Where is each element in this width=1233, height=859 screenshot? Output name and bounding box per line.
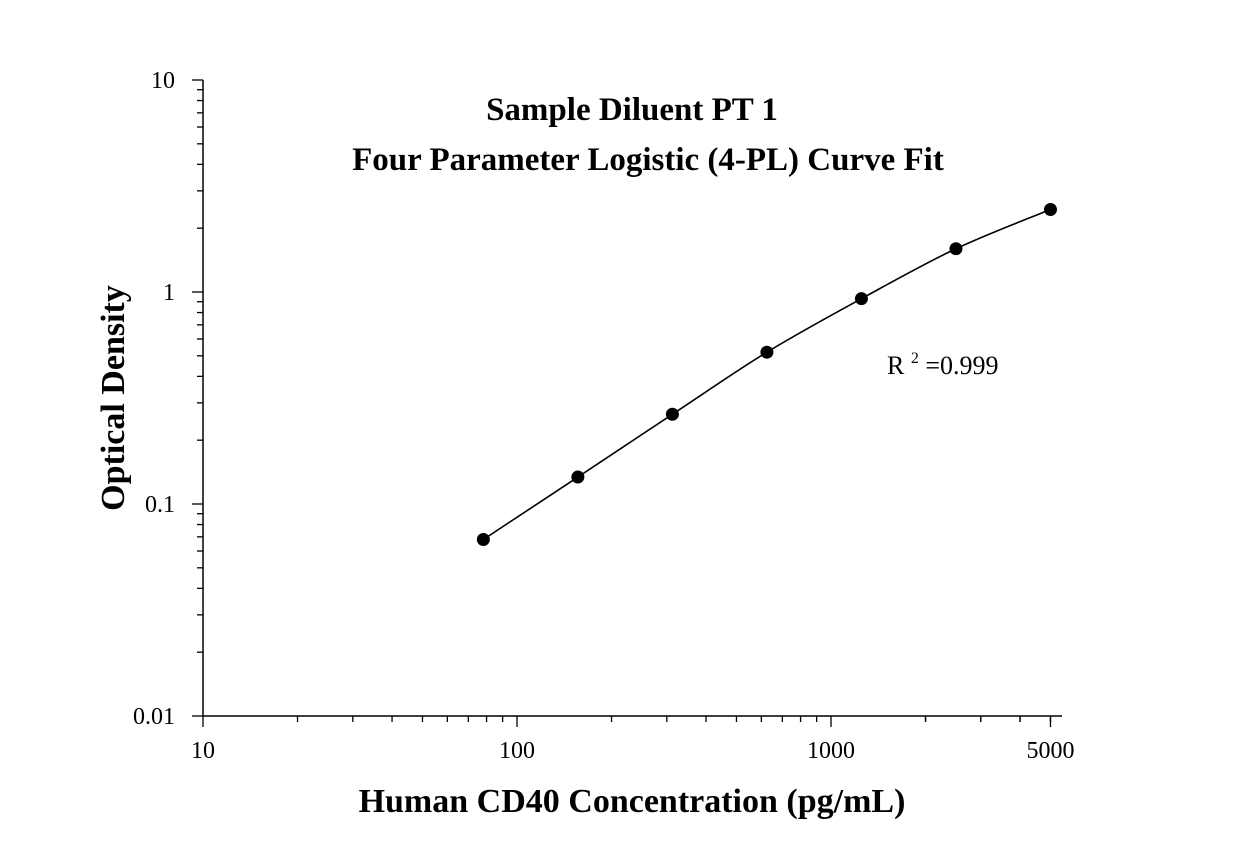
x-tick-label: 5000: [1026, 738, 1074, 764]
data-point: [1043, 202, 1057, 216]
y-tick-label: 0.01: [133, 704, 175, 730]
r-squared-value: =0.999: [925, 351, 998, 380]
x-tick-label: 10: [191, 738, 215, 764]
y-tick-label: 0.1: [145, 492, 175, 518]
y-axis-label: Optical Density: [95, 285, 132, 511]
y-tick-label: 1: [163, 280, 175, 306]
chart-title-line-2: Four Parameter Logistic (4-PL) Curve Fit: [352, 142, 944, 178]
data-points: [476, 202, 1057, 547]
data-point: [571, 470, 585, 484]
data-point: [854, 292, 868, 306]
x-axis-label: Human CD40 Concentration (pg/mL): [359, 783, 906, 820]
r-squared-superscript: 2: [911, 350, 919, 367]
data-point: [949, 242, 963, 256]
data-point: [476, 533, 490, 547]
data-point: [760, 345, 774, 359]
x-tick-label: 100: [499, 738, 535, 764]
chart-axes: 0.01 0.1 1 10 10 100 1000 5000: [133, 68, 1074, 764]
r-squared-base: R: [887, 351, 905, 380]
axis-ticks: 0.01 0.1 1 10 10 100 1000 5000: [133, 68, 1074, 764]
r-squared-annotation: R 2 =0.999: [887, 340, 999, 380]
chart-title-line-1: Sample Diluent PT 1: [486, 92, 778, 128]
data-point: [665, 407, 679, 421]
x-tick-label: 1000: [807, 738, 855, 764]
y-tick-label: 10: [151, 68, 175, 94]
